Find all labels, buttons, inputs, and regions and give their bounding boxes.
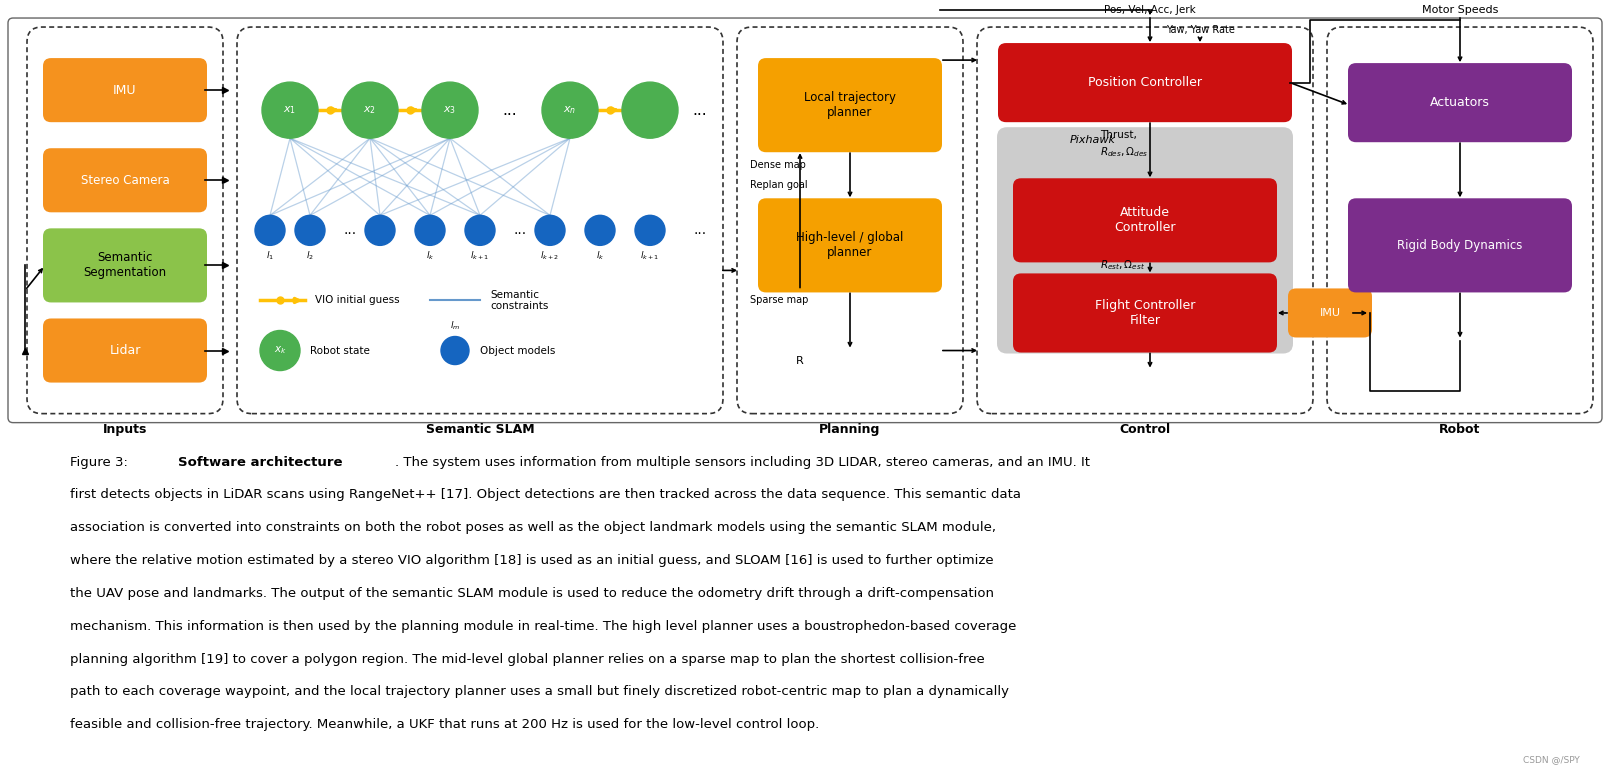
Text: IMU: IMU — [113, 84, 136, 97]
Text: Pos, Vel, Acc, Jerk: Pos, Vel, Acc, Jerk — [1105, 5, 1196, 15]
Text: association is converted into constraints on both the robot poses as well as the: association is converted into constraint… — [70, 521, 996, 534]
Text: VIO initial guess: VIO initial guess — [314, 295, 400, 305]
Text: $l_k$: $l_k$ — [596, 249, 604, 261]
FancyBboxPatch shape — [758, 198, 941, 292]
Text: Local trajectory
planner: Local trajectory planner — [804, 92, 896, 119]
Text: $x_3$: $x_3$ — [444, 105, 457, 116]
Circle shape — [543, 82, 598, 138]
Circle shape — [622, 82, 679, 138]
Text: Sparse map: Sparse map — [750, 295, 808, 305]
Text: $l_{k+1}$: $l_{k+1}$ — [640, 249, 659, 261]
Text: R: R — [795, 355, 804, 365]
Text: Semantic
constraints: Semantic constraints — [489, 290, 549, 311]
Text: Flight Controller
Filter: Flight Controller Filter — [1095, 299, 1196, 327]
FancyBboxPatch shape — [1348, 63, 1571, 142]
Text: Actuators: Actuators — [1430, 96, 1490, 109]
Circle shape — [535, 215, 565, 245]
Text: Robot state: Robot state — [309, 345, 369, 355]
Text: mechanism. This information is then used by the planning module in real-time. Th: mechanism. This information is then used… — [70, 620, 1016, 633]
Text: Thrust,: Thrust, — [1100, 130, 1137, 140]
FancyBboxPatch shape — [1288, 288, 1372, 338]
Text: . The system uses information from multiple sensors including 3D LIDAR, stereo c: . The system uses information from multi… — [395, 455, 1090, 468]
Text: ...: ... — [502, 103, 517, 118]
Text: Semantic
Segmentation: Semantic Segmentation — [84, 251, 167, 279]
FancyBboxPatch shape — [758, 58, 941, 152]
Text: feasible and collision-free trajectory. Meanwhile, a UKF that runs at 200 Hz is : feasible and collision-free trajectory. … — [70, 718, 820, 731]
Text: $l_{k+1}$: $l_{k+1}$ — [470, 249, 489, 261]
Text: the UAV pose and landmarks. The output of the semantic SLAM module is used to re: the UAV pose and landmarks. The output o… — [70, 587, 995, 600]
Circle shape — [441, 337, 470, 365]
Text: Figure 3:: Figure 3: — [70, 455, 133, 468]
Text: High-level / global
planner: High-level / global planner — [797, 231, 904, 259]
Circle shape — [465, 215, 496, 245]
Text: planning algorithm [19] to cover a polygon region. The mid-level global planner : planning algorithm [19] to cover a polyg… — [70, 653, 985, 665]
Text: Object models: Object models — [480, 345, 556, 355]
FancyBboxPatch shape — [998, 43, 1293, 122]
Text: Attitude
Controller: Attitude Controller — [1115, 206, 1176, 235]
Text: Position Controller: Position Controller — [1089, 76, 1202, 89]
Text: Planning: Planning — [820, 423, 881, 435]
Circle shape — [262, 82, 318, 138]
Circle shape — [254, 215, 285, 245]
Text: path to each coverage waypoint, and the local trajectory planner uses a small bu: path to each coverage waypoint, and the … — [70, 685, 1009, 698]
FancyBboxPatch shape — [44, 318, 207, 382]
Text: first detects objects in LiDAR scans using RangeNet++ [17]. Object detections ar: first detects objects in LiDAR scans usi… — [70, 488, 1021, 501]
Circle shape — [295, 215, 326, 245]
Circle shape — [259, 331, 300, 371]
FancyBboxPatch shape — [44, 58, 207, 122]
Text: ...: ... — [514, 223, 526, 238]
Text: $l_2$: $l_2$ — [306, 249, 314, 261]
Text: $R_{est}, \Omega_{est}$: $R_{est}, \Omega_{est}$ — [1100, 258, 1145, 272]
Text: Stereo Camera: Stereo Camera — [81, 174, 170, 187]
Text: Lidar: Lidar — [109, 344, 141, 357]
Circle shape — [364, 215, 395, 245]
FancyBboxPatch shape — [1348, 198, 1571, 292]
FancyBboxPatch shape — [1012, 178, 1277, 262]
Text: Replan goal: Replan goal — [750, 180, 808, 190]
Text: ...: ... — [343, 223, 356, 238]
FancyBboxPatch shape — [1012, 274, 1277, 352]
Text: $l_{k+2}$: $l_{k+2}$ — [541, 249, 559, 261]
Text: $l_1$: $l_1$ — [266, 249, 274, 261]
Circle shape — [415, 215, 446, 245]
FancyBboxPatch shape — [996, 127, 1293, 354]
Text: $l_k$: $l_k$ — [426, 249, 434, 261]
Text: Control: Control — [1119, 423, 1171, 435]
Text: $x_1$: $x_1$ — [284, 105, 296, 116]
Text: Rigid Body Dynamics: Rigid Body Dynamics — [1398, 239, 1523, 252]
Circle shape — [342, 82, 399, 138]
Circle shape — [635, 215, 664, 245]
Text: Inputs: Inputs — [102, 423, 147, 435]
Text: Motor Speeds: Motor Speeds — [1422, 5, 1498, 15]
Text: Pixhawk: Pixhawk — [1069, 135, 1116, 145]
Text: $x_n$: $x_n$ — [564, 105, 577, 116]
FancyBboxPatch shape — [44, 148, 207, 212]
Text: Yaw, Yaw Rate: Yaw, Yaw Rate — [1165, 25, 1234, 35]
Text: Semantic SLAM: Semantic SLAM — [426, 423, 535, 435]
Text: ...: ... — [693, 103, 708, 118]
Text: Robot: Robot — [1439, 423, 1481, 435]
Text: ...: ... — [693, 223, 706, 238]
Text: IMU: IMU — [1320, 308, 1340, 318]
FancyBboxPatch shape — [44, 228, 207, 302]
Text: CSDN @/SPY: CSDN @/SPY — [1523, 755, 1580, 764]
Text: $x_2$: $x_2$ — [363, 105, 376, 116]
Text: $R_{des}, \Omega_{des}$: $R_{des}, \Omega_{des}$ — [1100, 145, 1149, 159]
Circle shape — [585, 215, 616, 245]
Circle shape — [421, 82, 478, 138]
Text: Software architecture: Software architecture — [178, 455, 342, 468]
Text: Dense map: Dense map — [750, 160, 805, 170]
Text: $l_m$: $l_m$ — [450, 319, 460, 331]
Text: $x_k$: $x_k$ — [274, 345, 287, 356]
Text: where the relative motion estimated by a stereo VIO algorithm [18] is used as an: where the relative motion estimated by a… — [70, 554, 993, 567]
